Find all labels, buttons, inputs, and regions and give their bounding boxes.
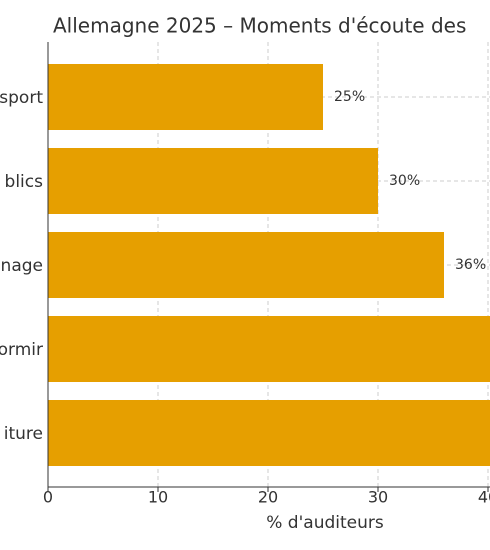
x-axis-label: % d'auditeurs — [266, 513, 384, 533]
value-label: 36% — [455, 257, 486, 273]
bar — [48, 316, 490, 382]
y-tick-label: ormir — [0, 340, 43, 360]
bar — [48, 148, 378, 214]
y-tick-label: blics — [5, 172, 44, 192]
x-tick-label: 30 — [368, 488, 388, 507]
y-tick-label: sport — [0, 88, 43, 108]
y-tick-label: nage — [1, 256, 43, 276]
x-tick-label: 10 — [148, 488, 168, 507]
bar — [48, 232, 444, 298]
value-label: 25% — [334, 89, 365, 105]
x-tick-label: 20 — [258, 488, 278, 507]
bar — [48, 64, 323, 130]
value-label: 30% — [389, 173, 420, 189]
x-tick-label: 40 — [478, 488, 490, 507]
chart-title: Allemagne 2025 – Moments d'écoute des — [53, 14, 466, 38]
y-tick-label: iture — [4, 424, 43, 444]
x-tick-label: 0 — [43, 488, 53, 507]
bar — [48, 400, 490, 466]
